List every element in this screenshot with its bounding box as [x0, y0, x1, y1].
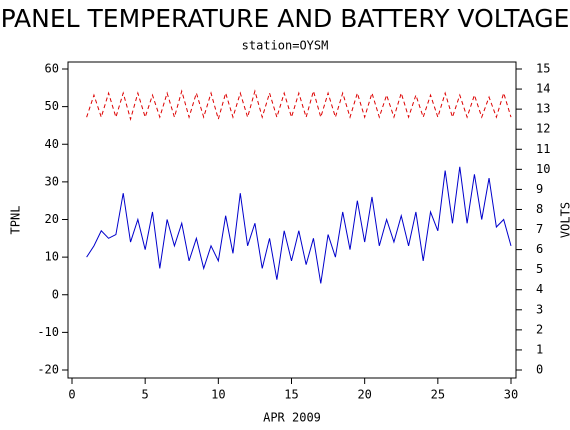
- x-tick-label: 0: [68, 388, 75, 402]
- y-tick-label: 60: [45, 62, 59, 76]
- y-tick-label: -10: [37, 325, 59, 339]
- chart-title: PANEL TEMPERATURE AND BATTERY VOLTAGE: [1, 4, 570, 33]
- y2-tick-label: 14: [536, 82, 550, 96]
- y2-tick-label: 2: [536, 322, 543, 336]
- y2-tick-label: 3: [536, 302, 543, 316]
- series-line: [86, 166, 512, 284]
- y2-tick-label: 7: [536, 222, 543, 236]
- y-tick-label: 20: [45, 212, 59, 226]
- x-tick-label: 5: [142, 388, 149, 402]
- y2-axis-label: VOLTS: [559, 202, 570, 238]
- x-tick-label: 25: [431, 388, 445, 402]
- y2-tick-label: 1: [536, 342, 543, 356]
- y-tick-label: 0: [52, 287, 59, 301]
- y-tick-label: 40: [45, 137, 59, 151]
- y-tick-label: 50: [45, 99, 59, 113]
- y-tick-label: -20: [37, 363, 59, 377]
- y2-tick-label: 10: [536, 162, 550, 176]
- y2-tick-label: 15: [536, 62, 550, 76]
- y2-tick-label: 0: [536, 363, 543, 377]
- y2-tick-label: 11: [536, 142, 550, 156]
- x-tick-label: 20: [357, 388, 371, 402]
- x-tick-label: 10: [211, 388, 225, 402]
- y2-tick-label: 9: [536, 182, 543, 196]
- y-axis-label: TPNL: [9, 206, 23, 235]
- x-tick-label: 30: [504, 388, 518, 402]
- plot-frame: [67, 61, 517, 379]
- series-line: [86, 89, 512, 122]
- x-axis-label: APR 2009: [263, 411, 321, 425]
- y2-tick-label: 8: [536, 202, 543, 216]
- y2-tick-label: 5: [536, 262, 543, 276]
- y2-tick-label: 6: [536, 242, 543, 256]
- chart-subtitle: station=OYSM: [242, 39, 329, 53]
- x-tick-label: 15: [284, 388, 298, 402]
- y-tick-label: 30: [45, 174, 59, 188]
- y2-tick-label: 4: [536, 282, 543, 296]
- y2-tick-label: 13: [536, 102, 550, 116]
- y-tick-label: 10: [45, 250, 59, 264]
- y2-tick-label: 12: [536, 122, 550, 136]
